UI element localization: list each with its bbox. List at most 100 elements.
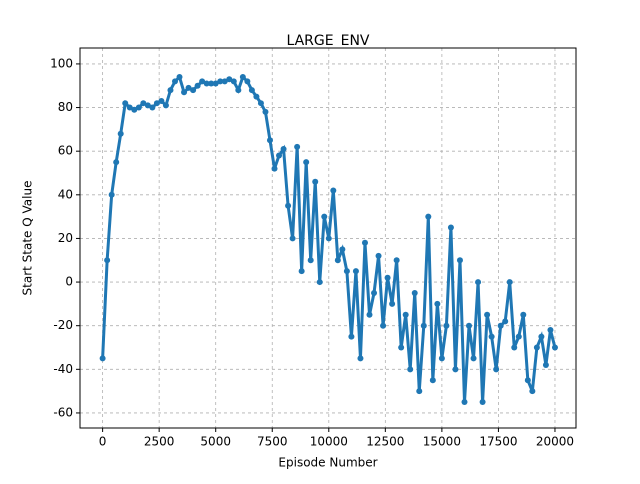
- point: [411, 289, 418, 296]
- point: [352, 268, 359, 275]
- point: [108, 191, 115, 198]
- point: [230, 78, 237, 85]
- point: [443, 322, 450, 329]
- point: [547, 327, 554, 334]
- point: [122, 100, 129, 107]
- x-tick-label: 2500: [144, 435, 175, 449]
- point: [298, 268, 305, 275]
- point: [361, 239, 368, 246]
- y-tick-label: -40: [53, 362, 73, 376]
- point: [266, 137, 273, 144]
- point: [429, 377, 436, 384]
- point: [438, 355, 445, 362]
- point: [407, 366, 414, 373]
- point: [380, 322, 387, 329]
- point: [497, 322, 504, 329]
- point: [276, 152, 283, 159]
- point: [334, 257, 341, 264]
- x-axis-label: Episode Number: [278, 456, 377, 470]
- point: [226, 76, 233, 83]
- plot-frame: [79, 47, 577, 429]
- x-tick-label: 5000: [200, 435, 231, 449]
- x-tick-label: 20000: [536, 435, 574, 449]
- point: [325, 235, 332, 242]
- point: [524, 377, 531, 384]
- point: [217, 78, 224, 85]
- point: [312, 178, 319, 185]
- point: [203, 80, 210, 87]
- x-tick-label: 12500: [366, 435, 404, 449]
- point: [371, 289, 378, 296]
- point: [185, 84, 192, 91]
- point: [181, 89, 188, 96]
- point: [171, 78, 178, 85]
- point: [493, 366, 500, 373]
- point: [538, 333, 545, 340]
- point: [357, 355, 364, 362]
- point: [456, 257, 463, 264]
- point: [348, 333, 355, 340]
- point: [515, 333, 522, 340]
- point: [393, 257, 400, 264]
- point: [131, 106, 138, 113]
- point: [511, 344, 518, 351]
- point: [248, 87, 255, 94]
- point: [425, 213, 432, 220]
- point: [339, 246, 346, 253]
- x-tick-label: 7500: [257, 435, 288, 449]
- y-tick-label: 40: [58, 187, 73, 201]
- x-tick-label: 17500: [479, 435, 517, 449]
- x-tick-label: 15000: [423, 435, 461, 449]
- point: [244, 78, 251, 85]
- point: [235, 87, 242, 94]
- point: [149, 104, 156, 111]
- chart-title: LARGE_ENV: [286, 33, 369, 49]
- point: [384, 274, 391, 281]
- point: [542, 361, 549, 368]
- point: [221, 78, 228, 85]
- point: [416, 388, 423, 395]
- point: [533, 344, 540, 351]
- point: [289, 235, 296, 242]
- point: [466, 322, 473, 329]
- point: [461, 399, 468, 406]
- point: [452, 366, 459, 373]
- point: [158, 98, 165, 105]
- point: [321, 213, 328, 220]
- point: [529, 388, 536, 395]
- point: [113, 159, 120, 166]
- point: [144, 102, 151, 109]
- point: [153, 100, 160, 107]
- point: [162, 102, 169, 109]
- point: [199, 78, 206, 85]
- point: [307, 257, 314, 264]
- y-tick-label: 20: [58, 231, 73, 245]
- point: [330, 187, 337, 194]
- point: [271, 165, 278, 172]
- y-tick-label: 60: [58, 144, 73, 158]
- y-tick-label: 80: [58, 100, 73, 114]
- point: [285, 202, 292, 209]
- y-tick-label: 100: [50, 56, 73, 70]
- point: [104, 257, 111, 264]
- y-axis-label: Start State Q Value: [21, 181, 35, 296]
- point: [212, 80, 219, 87]
- point: [402, 311, 409, 318]
- point: [520, 311, 527, 318]
- point: [447, 224, 454, 231]
- point: [294, 143, 301, 150]
- point: [398, 344, 405, 351]
- point: [475, 279, 482, 286]
- point: [167, 87, 174, 94]
- point: [434, 300, 441, 307]
- point: [190, 87, 197, 94]
- point: [502, 318, 509, 325]
- point: [420, 322, 427, 329]
- point: [470, 355, 477, 362]
- y-tick-label: -60: [53, 405, 73, 419]
- point: [99, 355, 106, 362]
- point: [316, 279, 323, 286]
- y-tick-label: 0: [65, 275, 73, 289]
- point: [176, 74, 183, 81]
